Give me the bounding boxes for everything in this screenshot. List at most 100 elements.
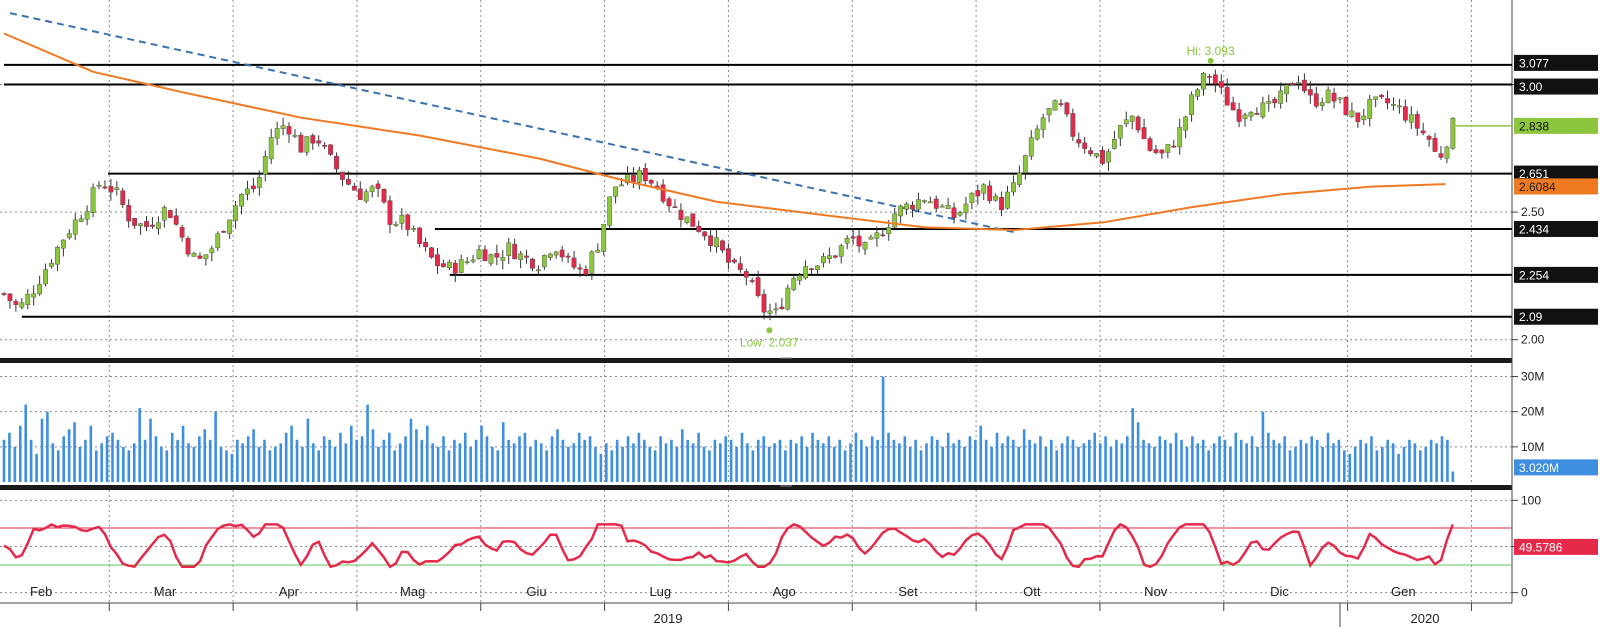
volume-bar xyxy=(1169,443,1172,482)
candle-body xyxy=(256,177,262,188)
volume-bar xyxy=(936,439,939,482)
candle-body xyxy=(981,184,987,194)
candle-body xyxy=(1331,92,1337,102)
candle-body xyxy=(1034,128,1040,140)
candle-body xyxy=(239,194,244,207)
x-tick-label: Nov xyxy=(1144,584,1168,599)
volume-bar xyxy=(1391,443,1395,482)
candle-body xyxy=(470,259,476,262)
volume-bar xyxy=(170,432,174,482)
candle-body xyxy=(755,277,761,296)
volume-bar xyxy=(681,429,684,482)
volume-bar xyxy=(203,429,207,482)
candle-body xyxy=(1159,149,1165,154)
volume-bar xyxy=(349,425,353,482)
low-label: Low: 2.037 xyxy=(740,335,799,349)
candle-body xyxy=(660,184,666,202)
candle-body xyxy=(524,255,529,258)
candle-body xyxy=(1426,135,1432,140)
candle-body xyxy=(1117,125,1123,139)
candle-body xyxy=(512,243,518,260)
candle-body xyxy=(690,213,696,227)
volume-bar xyxy=(713,439,717,482)
candle-body xyxy=(1290,82,1295,86)
volume-bar xyxy=(507,439,510,482)
candle-body xyxy=(1094,152,1099,157)
volume-bar xyxy=(192,446,196,482)
volume-bar xyxy=(100,443,103,482)
volume-bar xyxy=(1256,446,1259,482)
volume-bar xyxy=(1402,446,1406,482)
candle-body xyxy=(625,174,630,184)
volume-bar xyxy=(442,436,445,482)
candle-body xyxy=(1343,96,1349,116)
volume-bar xyxy=(1326,432,1330,482)
volume-bar xyxy=(306,418,310,482)
volume-bar xyxy=(274,446,277,482)
volume-bar xyxy=(241,443,245,482)
volume-bar xyxy=(979,425,983,482)
volume-bar xyxy=(545,450,548,482)
volume-bar xyxy=(165,450,169,482)
volume-bar xyxy=(968,436,972,482)
volume-bar xyxy=(1223,439,1227,482)
volume-bar xyxy=(409,418,413,482)
volume-bar xyxy=(230,453,234,482)
volume-bar xyxy=(735,446,738,482)
volume-bar xyxy=(84,439,87,482)
volume-bar xyxy=(469,446,472,482)
year-label: 2020 xyxy=(1411,611,1440,626)
volume-bar xyxy=(914,439,917,482)
candle-body xyxy=(1022,155,1028,173)
level-tag-bg xyxy=(1514,54,1598,71)
candle-body xyxy=(571,257,577,268)
volume-bar xyxy=(843,450,847,482)
candle-body xyxy=(898,205,904,217)
volume-bar xyxy=(1283,436,1286,482)
candle-body xyxy=(1230,102,1236,111)
candle-body xyxy=(1123,119,1129,125)
candle-body xyxy=(1278,90,1284,104)
volume-bar xyxy=(40,418,44,482)
candle-body xyxy=(441,263,446,268)
panel-separator-bottom[interactable] xyxy=(0,485,1512,490)
volume-bar xyxy=(550,436,554,482)
volume-bar xyxy=(111,432,114,482)
candle-body xyxy=(868,236,874,240)
volume-bar xyxy=(794,443,798,482)
volume-bar xyxy=(496,450,500,482)
candle-body xyxy=(826,255,832,259)
price-panel xyxy=(0,0,1512,360)
panel-separator-top[interactable] xyxy=(0,358,1512,363)
volume-bar xyxy=(501,422,505,482)
volume-bar xyxy=(1418,450,1422,482)
volume-bar xyxy=(1120,443,1124,482)
volume-bar xyxy=(974,439,977,482)
volume-bar xyxy=(491,446,494,482)
candle-body xyxy=(1058,103,1064,105)
volume-bar xyxy=(1294,446,1297,482)
volume-bar xyxy=(870,436,874,482)
candle-body xyxy=(126,205,132,222)
candle-body xyxy=(838,245,844,257)
x-tick-label: Giu xyxy=(526,584,546,599)
volume-bar xyxy=(670,439,673,482)
volume-bar xyxy=(702,446,706,482)
candle-body xyxy=(1296,82,1301,84)
candle-body xyxy=(1385,98,1390,104)
candle-body xyxy=(1064,102,1070,115)
volume-bar xyxy=(740,432,744,482)
volume-bar xyxy=(718,443,722,482)
volume-tick-label: 30M xyxy=(1521,370,1544,384)
candle-body xyxy=(696,225,702,232)
candle-body xyxy=(1414,114,1420,129)
volume-bar xyxy=(832,446,836,482)
candle-body xyxy=(132,217,138,226)
candle-body xyxy=(280,125,286,129)
volume-bar xyxy=(908,446,912,482)
candle-body xyxy=(832,255,838,258)
volume-bar xyxy=(599,453,603,482)
candle-body xyxy=(1177,127,1183,148)
volume-bar xyxy=(1191,436,1194,482)
